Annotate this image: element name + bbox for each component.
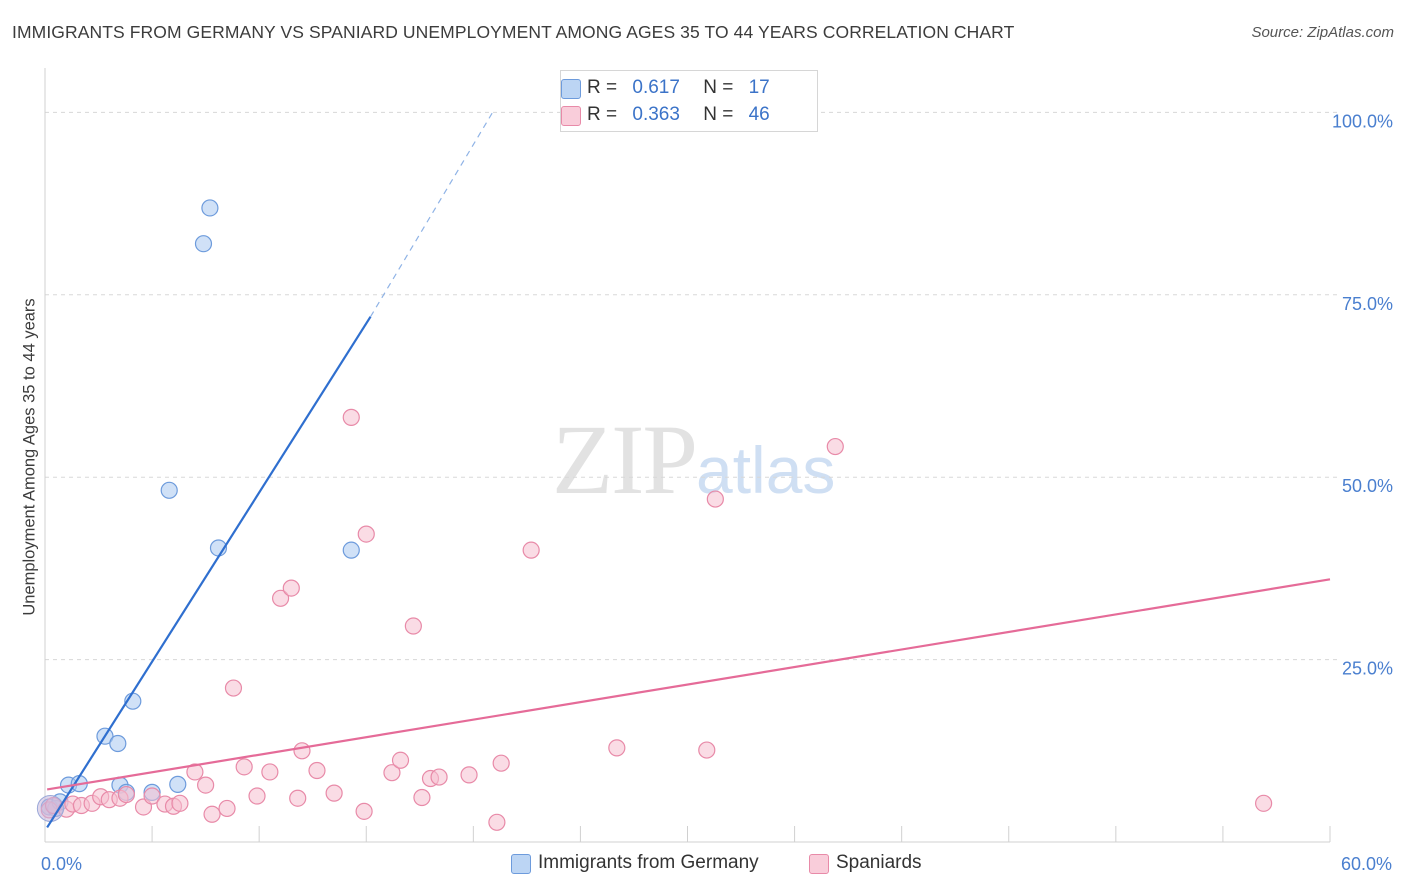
spaniard-point bbox=[355, 802, 373, 820]
spaniard-point bbox=[342, 408, 360, 426]
y-tick-label: 25.0% bbox=[1342, 659, 1393, 679]
spaniard-trend-line bbox=[46, 578, 1331, 791]
spaniard-point bbox=[404, 617, 422, 635]
watermark-zip: ZIP bbox=[552, 404, 698, 515]
x-tick-label: 0.0% bbox=[41, 854, 82, 874]
spaniard-point bbox=[522, 541, 540, 559]
germany-trend-extension bbox=[370, 112, 494, 317]
spaniard-point bbox=[488, 813, 506, 831]
bottom-legend-germany: Immigrants from Germany bbox=[511, 852, 759, 874]
spaniard-point bbox=[308, 761, 326, 780]
bottom-legend-label-germany: Immigrants from Germany bbox=[538, 852, 759, 873]
legend-swatch-germany bbox=[561, 79, 581, 99]
spaniard-point bbox=[698, 741, 716, 759]
germany-point bbox=[160, 481, 178, 499]
germany-point bbox=[342, 541, 360, 559]
spaniard-point bbox=[171, 794, 189, 812]
spaniard-point bbox=[430, 768, 448, 786]
germany-point bbox=[109, 734, 127, 753]
spaniard-point bbox=[143, 787, 161, 805]
spaniard-point bbox=[271, 589, 290, 607]
legend-n-value-germany: 17 bbox=[748, 77, 770, 98]
bottom-legend-spaniards: Spaniards bbox=[809, 852, 922, 874]
legend-n-value-spaniards: 46 bbox=[748, 104, 770, 125]
germany-point bbox=[194, 235, 213, 253]
legend-r-label: R = bbox=[587, 77, 618, 98]
spaniard-point bbox=[413, 788, 431, 807]
spaniard-point bbox=[197, 776, 215, 794]
y-tick-label: 50.0% bbox=[1342, 476, 1393, 496]
bottom-legend-label-spaniards: Spaniards bbox=[836, 852, 922, 873]
spaniard-point bbox=[186, 763, 204, 781]
correlation-legend: R = 0.617 N = 17 R = 0.363 N = 46 bbox=[560, 70, 818, 132]
y-tick-label: 100.0% bbox=[1332, 111, 1393, 131]
spaniard-point bbox=[282, 579, 300, 597]
bottom-legend-swatch-spaniards bbox=[809, 854, 829, 874]
germany-trend-line bbox=[46, 316, 372, 828]
spaniard-point bbox=[492, 754, 510, 772]
spaniard-point bbox=[248, 787, 266, 805]
chart-title: IMMIGRANTS FROM GERMANY VS SPANIARD UNEM… bbox=[12, 22, 1015, 42]
spaniard-point bbox=[391, 751, 410, 769]
legend-row-spaniards: R = 0.363 N = 46 bbox=[561, 104, 770, 126]
spaniard-point bbox=[203, 805, 221, 823]
bottom-legend-swatch-germany bbox=[511, 854, 531, 874]
spaniard-point bbox=[1255, 794, 1273, 812]
spaniard-point bbox=[224, 679, 243, 697]
legend-r-value-germany: 0.617 bbox=[632, 77, 680, 98]
legend-n-label: N = bbox=[703, 104, 734, 125]
x-tick-label: 60.0% bbox=[1341, 854, 1392, 874]
spaniard-point bbox=[289, 789, 307, 807]
spaniard-point bbox=[293, 742, 311, 760]
spaniard-point bbox=[608, 739, 626, 757]
legend-row-germany: R = 0.617 N = 17 bbox=[561, 77, 770, 99]
spaniard-point bbox=[218, 799, 236, 818]
spaniard-point bbox=[706, 490, 724, 508]
spaniard-point bbox=[357, 525, 375, 543]
germany-point bbox=[201, 199, 219, 217]
legend-n-label: N = bbox=[703, 77, 734, 98]
spaniard-point bbox=[117, 785, 135, 804]
y-tick-label: 75.0% bbox=[1342, 294, 1393, 314]
spaniard-point bbox=[826, 437, 844, 456]
watermark: ZIPatlas bbox=[552, 402, 835, 517]
legend-swatch-spaniards bbox=[561, 106, 581, 126]
spaniard-point bbox=[383, 764, 401, 782]
source-label: Source: ZipAtlas.com bbox=[1251, 24, 1394, 41]
spaniard-point bbox=[235, 758, 253, 776]
legend-r-label: R = bbox=[587, 104, 618, 125]
germany-point bbox=[169, 775, 187, 793]
spaniard-point bbox=[261, 763, 279, 781]
spaniard-point bbox=[325, 784, 343, 802]
spaniard-point bbox=[460, 766, 478, 784]
legend-r-value-spaniards: 0.363 bbox=[632, 104, 680, 125]
